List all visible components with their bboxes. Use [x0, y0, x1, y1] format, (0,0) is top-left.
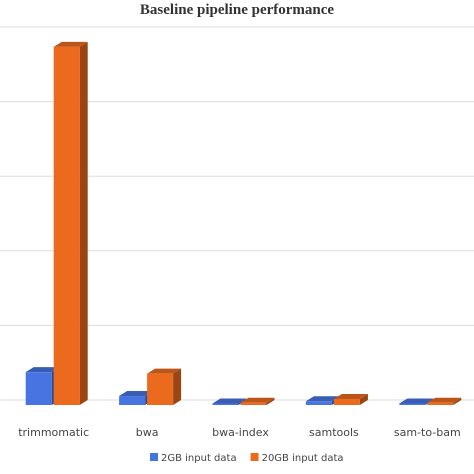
chart-title: Baseline pipeline performance — [140, 2, 334, 18]
x-tick-label: trimmomatic — [18, 426, 89, 439]
x-tick-label: sam-to-bam — [394, 426, 461, 439]
bar-top — [427, 397, 462, 403]
bar — [119, 396, 146, 405]
legend-label: 2GB input data — [161, 453, 237, 464]
bar-top — [333, 394, 368, 400]
legend-label: 20GB input data — [262, 453, 344, 464]
bar-side — [453, 397, 462, 405]
bar — [305, 401, 332, 405]
bar-side — [266, 397, 275, 405]
bar — [212, 403, 239, 405]
bar-side — [79, 41, 88, 406]
bar-side — [173, 368, 182, 405]
bar — [333, 399, 360, 405]
bar-top — [147, 368, 182, 374]
bar — [399, 403, 426, 405]
bar — [25, 372, 52, 405]
bar-top — [212, 398, 247, 404]
bar — [427, 402, 454, 405]
bar — [240, 402, 267, 405]
legend-swatch — [150, 453, 158, 461]
bar-top — [119, 391, 154, 397]
bar-top — [399, 398, 434, 404]
legend-swatch — [250, 453, 259, 461]
bar-top — [305, 396, 340, 402]
x-tick-label: bwa — [136, 426, 159, 439]
bar — [53, 46, 80, 406]
bar-top — [53, 41, 88, 47]
x-tick-label: bwa-index — [212, 426, 269, 439]
bar — [147, 373, 174, 405]
bar-top — [25, 367, 60, 373]
x-tick-label: samtools — [309, 426, 359, 439]
bar-top — [240, 397, 275, 403]
bar-side — [359, 394, 368, 405]
